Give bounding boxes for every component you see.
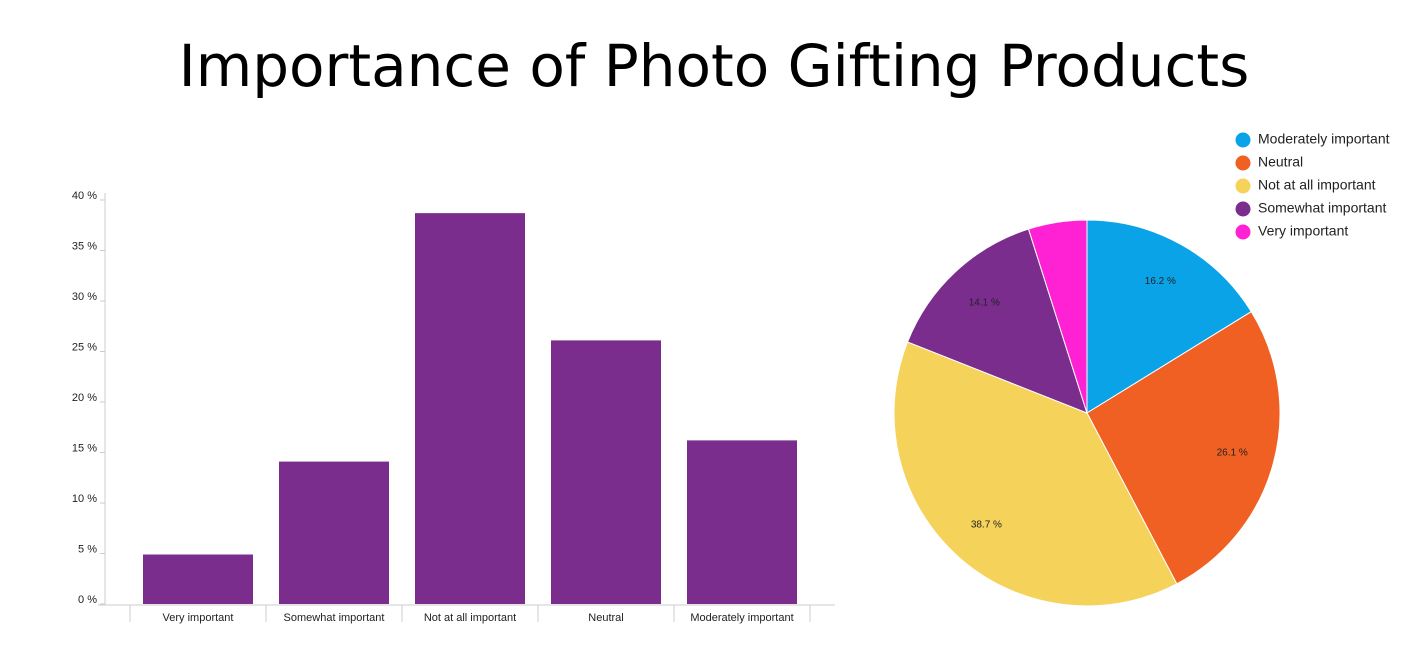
x-tick-label: Somewhat important [284, 612, 385, 624]
x-tick-label: Moderately important [690, 612, 793, 624]
y-tick-label: 35 % [72, 240, 97, 252]
pie-slice [1027, 219, 1088, 414]
legend-label: Somewhat important [1258, 200, 1387, 216]
legend-label: Neutral [1258, 154, 1303, 170]
pie-label: 26.1 % [1217, 447, 1248, 458]
bar [551, 340, 661, 604]
legend-marker [1235, 178, 1251, 194]
y-tick-label: 0 % [78, 594, 97, 606]
pie-slice [906, 228, 1088, 414]
legend-marker [1235, 201, 1251, 217]
y-tick-label: 30 % [72, 291, 97, 303]
bar [279, 461, 389, 604]
pie-label: 16.2 % [1145, 276, 1176, 287]
legend-label: Not at all important [1258, 177, 1376, 193]
pie-slice [893, 341, 1178, 607]
y-tick-label: 5 % [78, 543, 97, 555]
bar [143, 554, 253, 604]
legend-label: Very important [1258, 223, 1348, 239]
pie-label: 14.1 % [969, 298, 1000, 309]
y-tick-label: 20 % [72, 392, 97, 404]
bar [687, 440, 797, 604]
bar [415, 213, 525, 604]
pie-slice [1086, 310, 1281, 585]
legend-marker [1235, 224, 1251, 240]
pie-slice [1086, 219, 1252, 414]
legend-label: Moderately important [1258, 131, 1390, 147]
slide-title: Importance of Photo Gifting Products [179, 32, 1250, 100]
pie-label: 38.7 % [971, 520, 1002, 531]
x-tick-label: Very important [163, 612, 234, 624]
legend-marker [1235, 155, 1251, 171]
y-tick-label: 15 % [72, 442, 97, 454]
x-tick-label: Not at all important [424, 612, 516, 624]
legend-marker [1235, 132, 1251, 148]
y-tick-label: 40 % [72, 190, 97, 202]
x-tick-label: Neutral [588, 612, 623, 624]
y-tick-label: 10 % [72, 493, 97, 505]
y-tick-label: 25 % [72, 341, 97, 353]
